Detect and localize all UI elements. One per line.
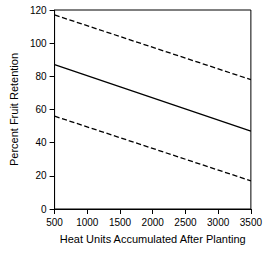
svg-text:3000: 3000 <box>207 217 230 228</box>
svg-text:3500: 3500 <box>240 217 263 228</box>
svg-text:60: 60 <box>35 104 47 115</box>
svg-text:2000: 2000 <box>142 217 165 228</box>
svg-text:0: 0 <box>41 204 47 215</box>
svg-text:20: 20 <box>35 170 47 181</box>
svg-text:120: 120 <box>30 5 47 16</box>
svg-text:2500: 2500 <box>174 217 197 228</box>
svg-text:Heat Units Accumulated After P: Heat Units Accumulated After Planting <box>60 233 246 245</box>
svg-text:1000: 1000 <box>76 217 99 228</box>
svg-text:100: 100 <box>30 38 47 49</box>
svg-text:500: 500 <box>46 217 63 228</box>
svg-text:Percent Fruit Retention: Percent Fruit Retention <box>8 53 20 166</box>
svg-text:1500: 1500 <box>109 217 132 228</box>
svg-text:40: 40 <box>35 137 47 148</box>
svg-text:80: 80 <box>35 71 47 82</box>
